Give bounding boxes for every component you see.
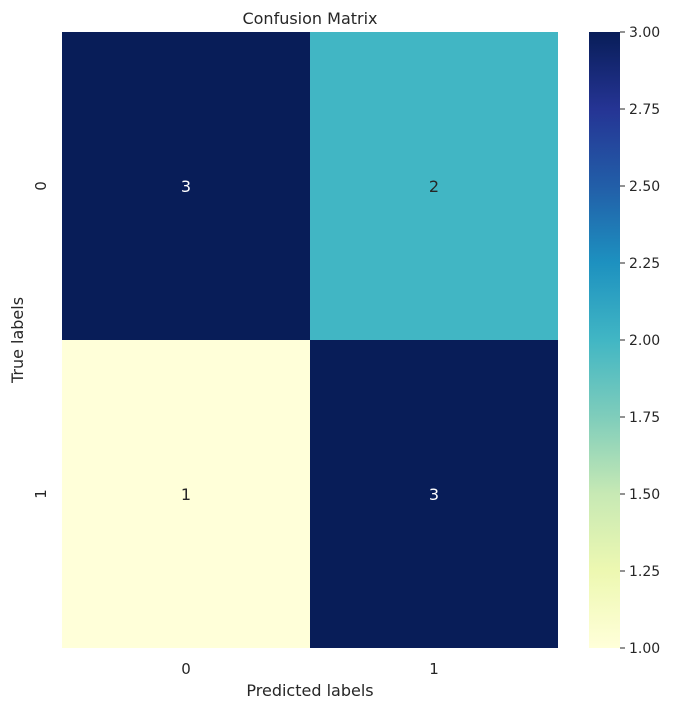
y-tick-label-1: 1	[32, 489, 50, 499]
colorbar-ticks: 1.00 1.25 1.50 1.75 2.00 2.25 2.50 2.75 3.00	[620, 25, 660, 657]
colorbar-tick-label-3: 1.75	[629, 410, 660, 426]
colorbar-tick-label-2: 1.50	[629, 487, 660, 503]
heatmap-cell-1-0	[62, 340, 310, 648]
colorbar-tick-label-0: 1.00	[629, 641, 660, 657]
heatmap-cell-0-1	[310, 32, 558, 340]
heatmap-cells: 3 2 1 3	[62, 32, 558, 648]
y-tick-label-0: 0	[32, 181, 50, 191]
colorbar-tick-label-4: 2.00	[629, 333, 660, 349]
heatmap-cell-label-0-1: 2	[429, 177, 439, 196]
x-axis-label: Predicted labels	[246, 681, 373, 700]
colorbar-tick-label-6: 2.50	[629, 179, 660, 195]
heatmap-cell-0-0	[62, 32, 310, 340]
colorbar-tick-label-5: 2.25	[629, 256, 660, 272]
colorbar-tick-label-8: 3.00	[629, 25, 660, 41]
colorbar-tick-label-7: 2.75	[629, 102, 660, 118]
heatmap-cell-label-1-0: 1	[181, 485, 191, 504]
heatmap-cell-label-0-0: 3	[181, 177, 191, 196]
x-tick-label-1: 1	[429, 660, 439, 678]
y-axis-label: True labels	[8, 297, 27, 384]
heatmap-cell-1-1	[310, 340, 558, 648]
heatmap-cell-label-1-1: 3	[429, 485, 439, 504]
x-tick-label-0: 0	[181, 660, 191, 678]
colorbar-tick-label-1: 1.25	[629, 564, 660, 580]
y-axis-ticks: 01	[32, 181, 50, 499]
chart-title: Confusion Matrix	[242, 9, 377, 28]
colorbar	[589, 32, 620, 648]
